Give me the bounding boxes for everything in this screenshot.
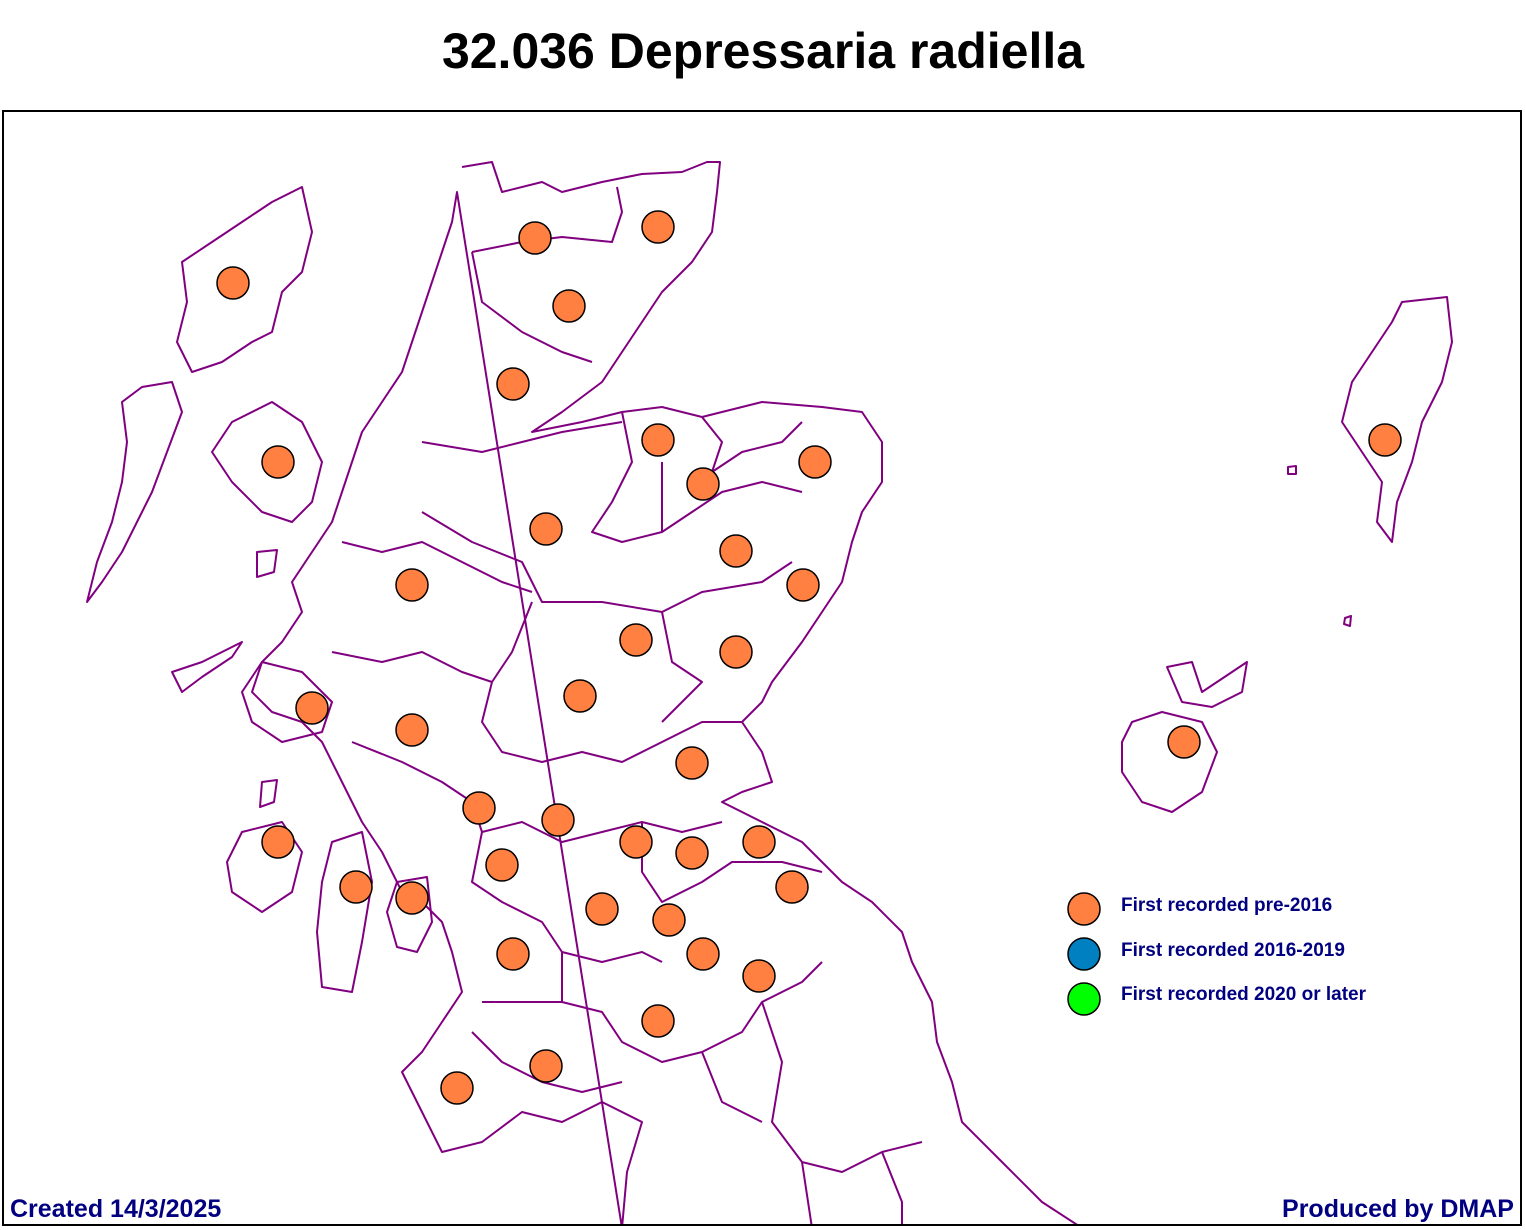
county-division xyxy=(561,952,823,1063)
record-dot-pre-2016 xyxy=(742,959,776,993)
island-outline-mull xyxy=(241,661,333,743)
island-outline-arran xyxy=(386,876,433,953)
legend-label-pre-2016: First recorded pre-2016 xyxy=(1121,895,1333,916)
county-division xyxy=(471,831,663,963)
record-dot-pre-2016 xyxy=(1167,725,1201,759)
island-outline-uist xyxy=(86,381,183,603)
county-division xyxy=(701,1051,763,1123)
island-outline-small xyxy=(171,641,243,693)
record-dot-pre-2016 xyxy=(619,623,653,657)
mainland-outline xyxy=(251,161,1078,1224)
record-dot-pre-2016 xyxy=(295,691,329,725)
island-outline-small xyxy=(259,779,278,808)
record-dot-pre-2016 xyxy=(798,445,832,479)
county-division xyxy=(471,186,623,253)
county-division xyxy=(701,416,803,473)
record-dot-pre-2016 xyxy=(742,825,776,859)
record-dot-pre-2016 xyxy=(641,1004,675,1038)
legend-marker-0 xyxy=(1067,892,1101,926)
map-frame xyxy=(2,110,1522,1226)
record-dot-pre-2016 xyxy=(395,568,429,602)
map-canvas xyxy=(86,161,1453,1224)
record-dot-pre-2016 xyxy=(529,512,563,546)
county-division xyxy=(331,651,493,683)
record-dot-pre-2016 xyxy=(641,210,675,244)
created-date: Created 14/3/2025 xyxy=(10,1195,222,1223)
record-dot-pre-2016 xyxy=(552,289,586,323)
record-dot-pre-2016 xyxy=(395,713,429,747)
legend-marker-1 xyxy=(1067,937,1101,971)
island-outline-foula xyxy=(1287,465,1297,475)
county-division xyxy=(351,741,723,843)
record-dot-pre-2016 xyxy=(541,803,575,837)
record-dot-pre-2016 xyxy=(395,881,429,915)
record-dot-pre-2016 xyxy=(261,445,295,479)
county-division xyxy=(801,1161,813,1224)
island-outline-small xyxy=(256,549,278,578)
record-dot-pre-2016 xyxy=(675,836,709,870)
island-outline-shetland xyxy=(1341,296,1453,543)
county-division xyxy=(761,1001,923,1173)
record-dot-pre-2016 xyxy=(686,467,720,501)
county-division xyxy=(641,822,823,903)
record-dot-pre-2016 xyxy=(719,635,753,669)
record-dot-pre-2016 xyxy=(339,870,373,904)
record-dot-pre-2016 xyxy=(440,1071,474,1105)
island-outline-kintyre xyxy=(316,831,373,993)
record-dots xyxy=(216,210,1402,1105)
record-dot-pre-2016 xyxy=(563,679,597,713)
record-dot-pre-2016 xyxy=(1368,423,1402,457)
county-division xyxy=(481,601,742,763)
county-division xyxy=(421,511,793,613)
map-title: 32.036 Depressaria radiella xyxy=(441,23,1085,79)
county-division xyxy=(881,1151,903,1224)
legend-label-2020-later: First recorded 2020 or later xyxy=(1121,984,1366,1005)
record-dot-pre-2016 xyxy=(719,534,753,568)
record-dot-pre-2016 xyxy=(496,937,530,971)
island-outline-lewis xyxy=(176,186,313,373)
vice-county-boundaries xyxy=(86,161,1453,1224)
record-dot-pre-2016 xyxy=(641,423,675,457)
island-outline-skye xyxy=(211,401,323,523)
legend-label-2016-2019: First recorded 2016-2019 xyxy=(1121,940,1345,961)
county-division xyxy=(471,251,593,363)
county-division xyxy=(421,421,623,453)
produced-by: Produced by DMAP xyxy=(1282,1195,1514,1223)
record-dot-pre-2016 xyxy=(686,937,720,971)
legend-marker-2 xyxy=(1067,982,1101,1016)
county-division xyxy=(341,541,533,593)
record-dot-pre-2016 xyxy=(529,1049,563,1083)
record-dot-pre-2016 xyxy=(652,903,686,937)
county-division xyxy=(661,611,703,723)
record-dot-pre-2016 xyxy=(485,848,519,882)
record-dot-pre-2016 xyxy=(786,568,820,602)
record-dot-pre-2016 xyxy=(775,870,809,904)
island-outline-orkney-north xyxy=(1166,661,1248,708)
record-dot-pre-2016 xyxy=(261,825,295,859)
record-dot-pre-2016 xyxy=(518,221,552,255)
record-dot-pre-2016 xyxy=(675,746,709,780)
record-dot-pre-2016 xyxy=(585,892,619,926)
record-dot-pre-2016 xyxy=(216,266,250,300)
record-dot-pre-2016 xyxy=(496,367,530,401)
county-division xyxy=(591,411,663,543)
record-dot-pre-2016 xyxy=(462,791,496,825)
county-division xyxy=(661,462,803,533)
island-outline-orkney xyxy=(1121,711,1218,813)
legend-markers xyxy=(1067,892,1101,1016)
island-outline-fair-isle xyxy=(1343,615,1352,627)
record-dot-pre-2016 xyxy=(619,825,653,859)
